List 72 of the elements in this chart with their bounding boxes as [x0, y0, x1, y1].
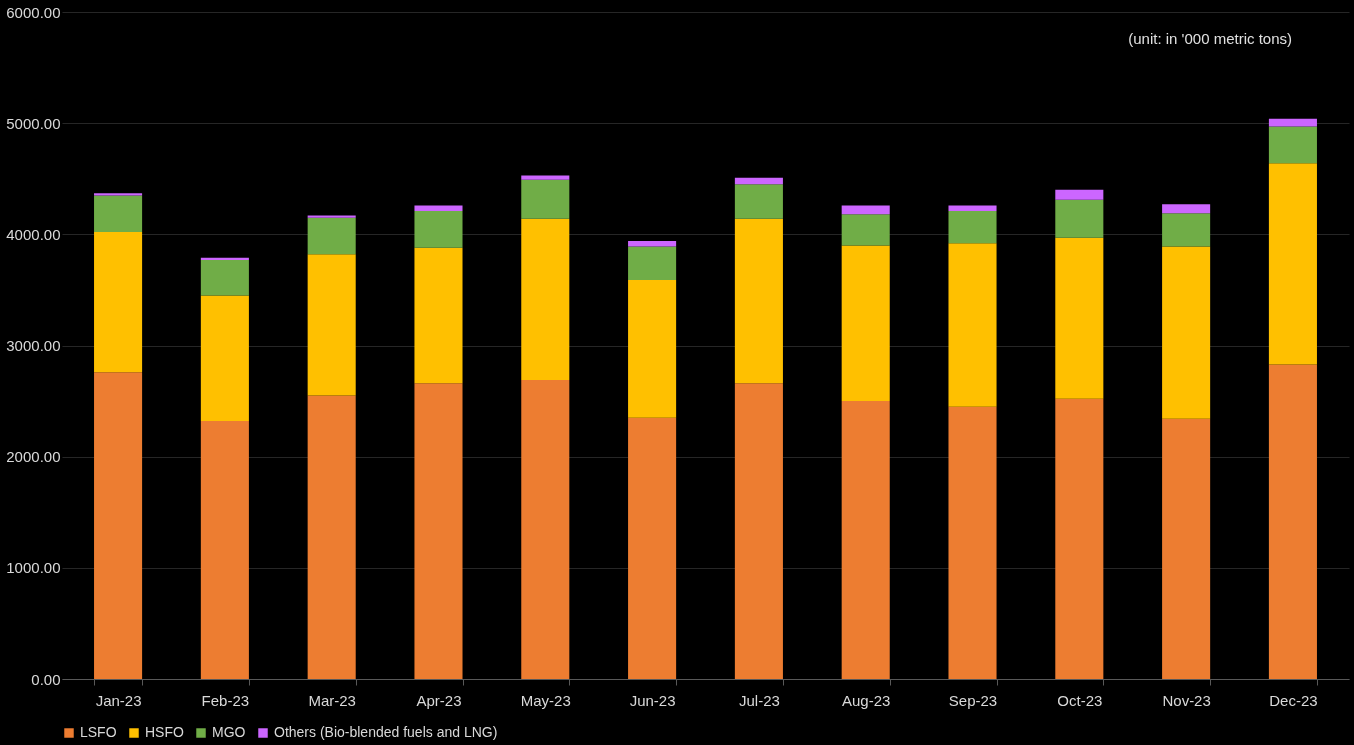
- bar: [1268, 118, 1317, 127]
- bar: [1268, 163, 1317, 365]
- y-tick-label: 2000.00: [6, 448, 61, 466]
- bar: [734, 184, 783, 219]
- bar: [521, 218, 570, 380]
- bar: [1162, 418, 1211, 679]
- x-tick-label: Mar-23: [308, 691, 356, 709]
- bar: [307, 254, 356, 396]
- bar: [414, 383, 463, 679]
- bar: [841, 205, 890, 215]
- bar: [948, 210, 997, 244]
- x-tick-label: May-23: [520, 691, 571, 709]
- bar: [200, 259, 249, 296]
- bar: [521, 379, 570, 679]
- legend-label: MGO: [212, 724, 246, 740]
- bar: [841, 401, 890, 679]
- y-tick-label: 3000.00: [6, 337, 61, 354]
- bar: [1162, 204, 1211, 214]
- x-tick-label: Nov-23: [1162, 691, 1211, 709]
- bar: [628, 417, 677, 679]
- y-tick-label: 1000.00: [6, 559, 61, 577]
- x-tick-label: Jul-23: [738, 691, 780, 709]
- bar: [1268, 364, 1317, 679]
- bar: [94, 193, 143, 196]
- legend-label: LSFO: [80, 724, 117, 740]
- bar: [948, 205, 997, 211]
- bar: [414, 247, 463, 384]
- legend-label: HSFO: [145, 724, 184, 740]
- bar: [94, 195, 143, 233]
- x-tick-label: Dec-23: [1269, 691, 1318, 709]
- x-tick-label: Apr-23: [416, 691, 462, 709]
- bar: [1162, 246, 1211, 419]
- bar: [734, 383, 783, 679]
- bar: [200, 257, 249, 260]
- bar: [628, 246, 677, 280]
- bar: [200, 421, 249, 679]
- bar: [948, 406, 997, 679]
- bar: [1055, 237, 1104, 399]
- bar: [521, 175, 570, 180]
- x-tick-label: Aug-23: [842, 691, 891, 709]
- x-tick-label: Jun-23: [629, 691, 676, 709]
- bar: [841, 245, 890, 402]
- bar: [841, 214, 890, 246]
- legend-label: Others (Bio-blended fuels and LNG): [274, 724, 498, 740]
- bar: [414, 205, 463, 211]
- x-tick-label: Feb-23: [201, 691, 250, 709]
- bar: [948, 243, 997, 407]
- bar: [1268, 126, 1317, 164]
- bar: [628, 241, 677, 247]
- bar: [734, 177, 783, 185]
- bar: [414, 210, 463, 248]
- bar: [94, 232, 143, 373]
- y-tick-label: 5000.00: [6, 114, 61, 132]
- annotation: (unit: in '000 metric tons): [1128, 30, 1292, 47]
- bar: [1162, 213, 1211, 247]
- bar: [1055, 199, 1104, 238]
- bar: [1055, 398, 1104, 679]
- bar: [734, 218, 783, 384]
- x-tick-label: Sep-23: [948, 691, 998, 709]
- y-tick-label: 6000.00: [6, 3, 61, 21]
- x-tick-label: Oct-23: [1057, 691, 1103, 709]
- bar: [1055, 189, 1104, 200]
- bar: [200, 295, 249, 422]
- bar: [307, 395, 356, 679]
- y-tick-label: 4000.00: [6, 225, 61, 243]
- y-tick-label: 0.00: [31, 670, 61, 688]
- x-tick-label: Jan-23: [95, 691, 142, 709]
- bar: [94, 372, 143, 679]
- bar: [307, 215, 356, 218]
- bar: [307, 217, 356, 255]
- bar: [628, 279, 677, 418]
- bar: [521, 179, 570, 219]
